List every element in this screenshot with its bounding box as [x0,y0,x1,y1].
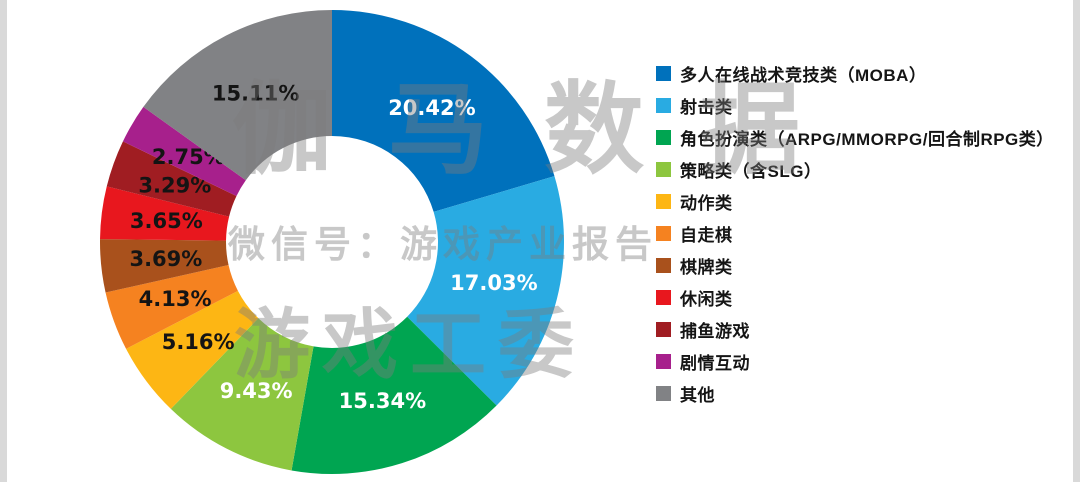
pie-slice-8 [106,141,237,217]
pie-slice-10 [143,10,332,181]
legend-item: 射击类 [656,94,1054,117]
pie-slice-6 [100,239,229,293]
legend-label: 策略类（含SLG） [680,161,822,181]
legend-item: 棋牌类 [656,254,1054,277]
right-edge-strip [1073,0,1080,482]
legend-item: 剧情互动 [656,350,1054,373]
slice-value-label: 3.65% [130,209,203,233]
legend-item: 自走棋 [656,222,1054,245]
legend-label: 棋牌类 [680,257,733,277]
slice-value-label: 9.43% [220,379,293,403]
legend-label: 角色扮演类（ARPG/MMORPG/回合制RPG类） [680,129,1054,149]
legend-swatch [656,193,671,209]
legend-swatch [656,289,671,305]
pie-slice-0 [332,10,555,212]
legend-swatch [656,129,671,145]
legend-swatch [656,65,671,81]
slice-value-label: 15.34% [339,389,426,413]
legend-swatch [656,97,671,113]
legend-item: 休闲类 [656,286,1054,309]
legend-item: 捕鱼游戏 [656,318,1054,341]
legend-label: 休闲类 [680,289,733,309]
legend-swatch [656,257,671,273]
legend-swatch [656,161,671,177]
pie-slice-9 [122,106,246,197]
legend-item: 策略类（含SLG） [656,158,1054,181]
legend: 多人在线战术竞技类（MOBA） 射击类角色扮演类（ARPG/MMORPG/回合制R… [656,62,1054,405]
legend-item: 多人在线战术竞技类（MOBA） [656,62,1054,85]
pie-slice-3 [170,318,314,471]
legend-swatch [656,353,671,369]
pie-slice-4 [126,290,259,409]
slice-value-label: 3.69% [129,247,202,271]
pie-slice-2 [291,316,497,474]
legend-swatch [656,321,671,337]
legend-label: 自走棋 [680,225,733,245]
slice-value-label: 15.11% [212,81,299,105]
legend-item: 其他 [656,382,1054,405]
slice-value-label: 4.13% [139,287,212,311]
pie-slice-5 [105,265,238,349]
legend-label: 捕鱼游戏 [680,321,750,341]
legend-item: 动作类 [656,190,1054,213]
slice-value-label: 5.16% [162,330,235,354]
legend-swatch [656,225,671,241]
left-edge-strip [0,0,7,482]
slice-value-label: 20.42% [388,96,475,120]
legend-label: 多人在线战术竞技类（MOBA） [680,65,927,85]
legend-swatch [656,385,671,401]
slice-value-label: 17.03% [450,271,537,295]
legend-label: 射击类 [680,97,733,117]
pie-slice-1 [407,176,564,406]
legend-label: 其他 [680,385,715,405]
legend-label: 剧情互动 [680,353,750,373]
legend-label: 动作类 [680,193,733,213]
legend-item: 角色扮演类（ARPG/MMORPG/回合制RPG类） [656,126,1054,149]
pie-slice-7 [100,186,230,241]
